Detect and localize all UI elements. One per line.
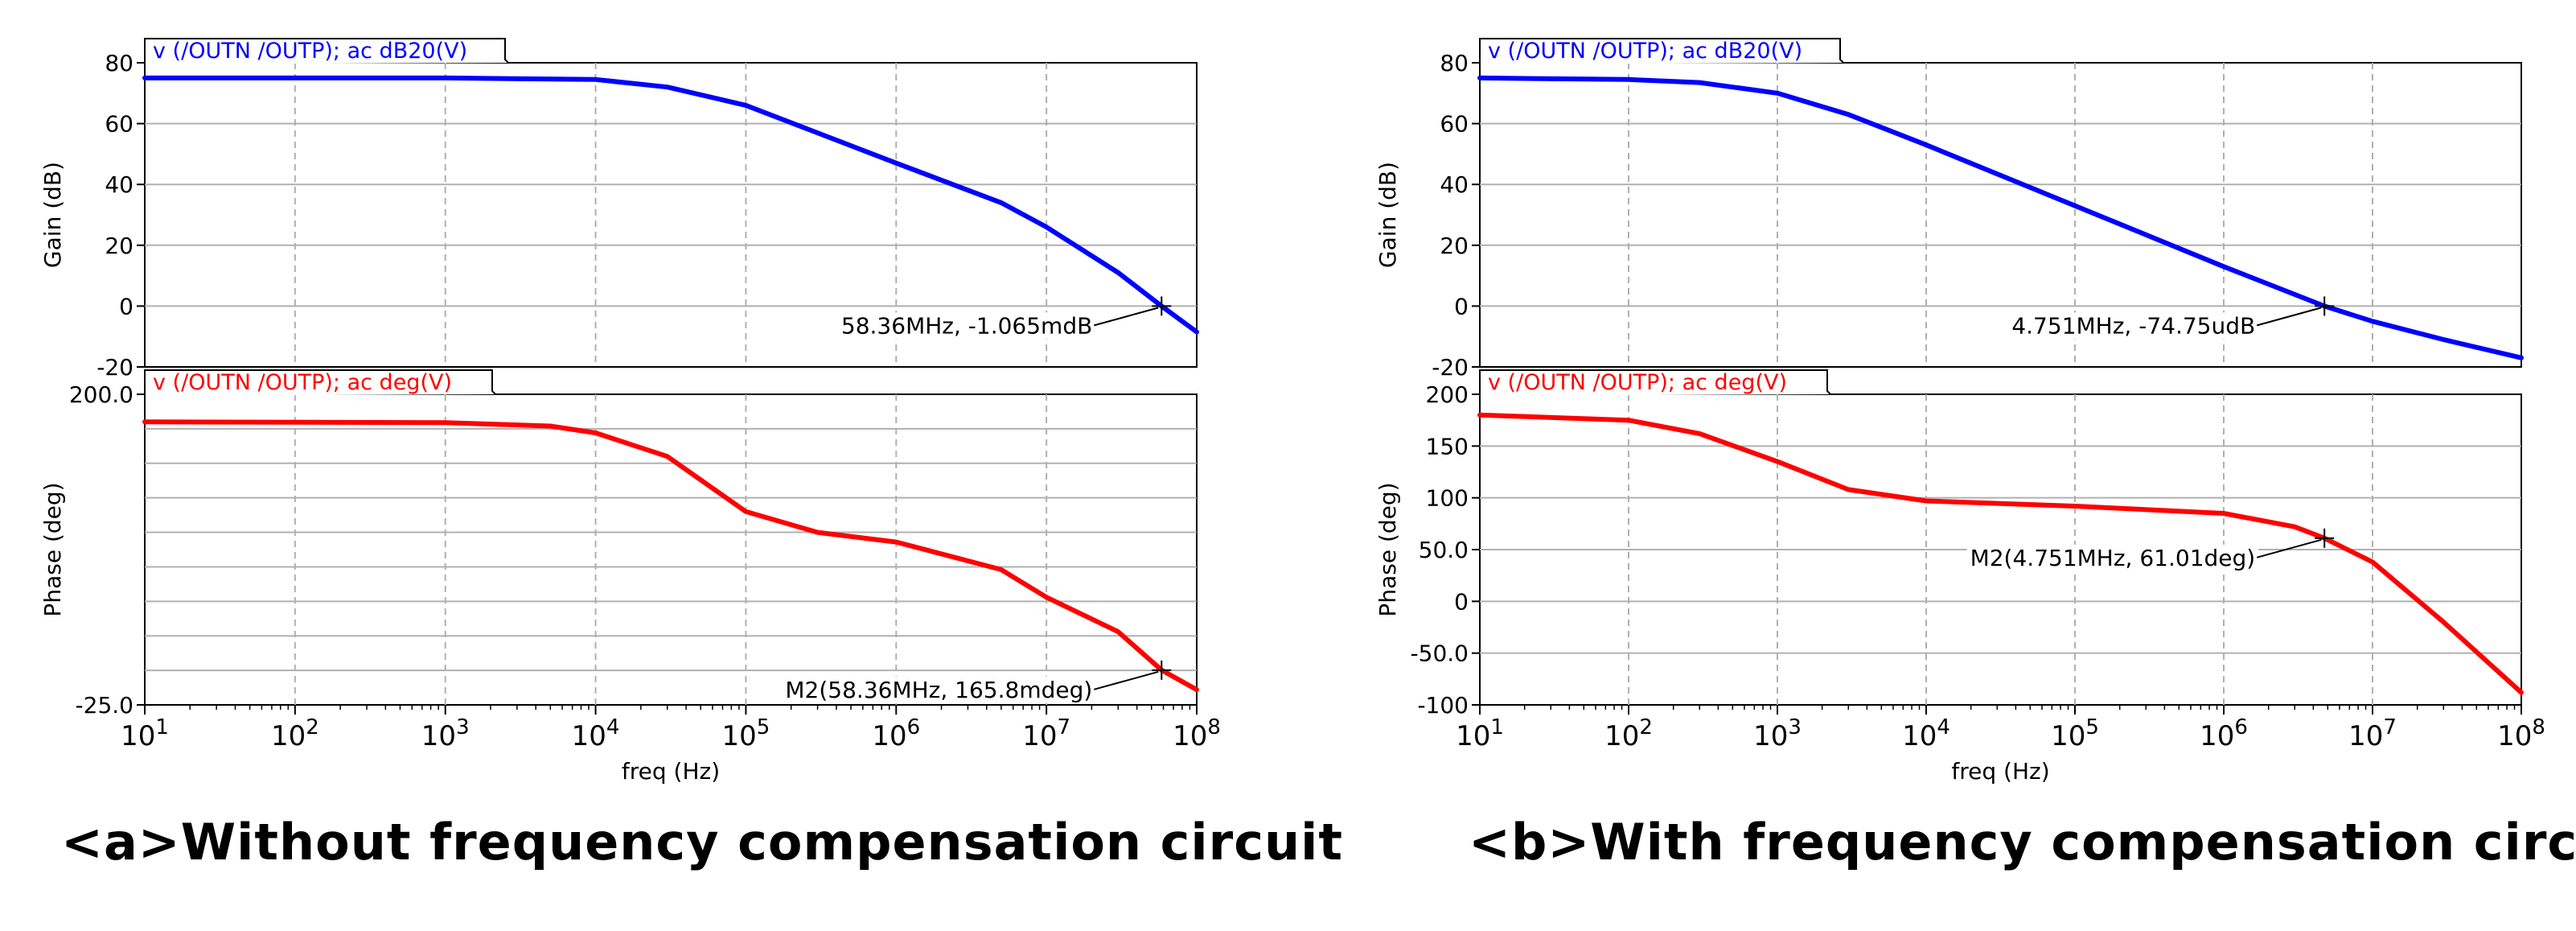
y-tick-label: 0: [1454, 293, 1469, 319]
y-tick-label: -50.0: [1411, 641, 1469, 667]
x-tick-label: 101: [1456, 715, 1504, 752]
x-tick-label: 108: [2497, 715, 2545, 752]
caption-b: <b>With frequency compensation circuit: [1469, 813, 2576, 871]
y-tick-label: 80: [105, 50, 134, 76]
plot-title: v (/OUTN /OUTP); ac dB20(V): [153, 39, 467, 64]
y-tick-label: 0: [119, 293, 134, 319]
y-tick-label: 20: [1440, 233, 1469, 259]
series-line: [1477, 412, 2524, 695]
marker-label: 58.36MHz, -1.065mdB: [841, 312, 1092, 339]
plot-frame: [144, 393, 1198, 706]
plot-title-tab: [144, 369, 496, 396]
marker-label: M2(58.36MHz, 165.8mdeg): [785, 677, 1092, 703]
x-tick-label: 104: [572, 715, 620, 752]
marker-label: M2(4.751MHz, 61.01deg): [1970, 545, 2256, 571]
y-tick-label: -100: [1417, 692, 1469, 719]
y-axis-label: Phase (deg): [39, 482, 66, 616]
x-tick-label: 102: [271, 715, 319, 752]
marker-label-bg: [2008, 312, 2259, 340]
y-tick-label: 200.0: [69, 381, 134, 408]
y-tick-label: 50.0: [1419, 537, 1469, 563]
y-axis-label: Gain (dB): [1374, 162, 1401, 268]
x-tick-label: 108: [1173, 715, 1221, 752]
marker-label-bg: [837, 312, 1096, 340]
plot-title: v (/OUTN /OUTP); ac deg(V): [1488, 370, 1787, 395]
x-axis-label: freq (Hz): [1951, 758, 2049, 785]
x-axis-label: freq (Hz): [622, 758, 720, 785]
plot-title-tab: [144, 38, 509, 64]
y-axis-label: Phase (deg): [1374, 482, 1401, 616]
x-tick-label: 105: [2051, 715, 2099, 752]
y-tick-label: 60: [105, 111, 134, 138]
y-tick-label: 0: [1454, 588, 1469, 615]
x-tick-label: 101: [121, 715, 169, 752]
x-tick-label: 103: [421, 715, 470, 752]
x-tick-label: 106: [872, 715, 920, 752]
y-tick-label: 80: [1440, 50, 1469, 76]
x-tick-label: 104: [1902, 715, 1950, 752]
marker-leader: [1094, 670, 1159, 690]
caption-a: <a>Without frequency compensation circui…: [61, 813, 1343, 871]
plot-title-tab: [1479, 369, 1831, 396]
x-tick-label: 107: [2348, 715, 2397, 752]
marker-leader: [2256, 307, 2322, 327]
x-tick-label: 103: [1753, 715, 1802, 752]
chart-a-phase: -25.0 200.0 Phase (deg) v (/OUTN /OUTP); ac…: [39, 369, 1199, 719]
chart-a-gain: -20 0 20 40 60 80 Gain (dB) v (/OUTN /OUTP); ac…: [39, 38, 1199, 381]
y-tick-label: 200: [1426, 381, 1469, 408]
x-tick-label: 105: [722, 715, 770, 752]
plot-title: v (/OUTN /OUTP); ac deg(V): [153, 370, 452, 395]
x-tick-label: 107: [1022, 715, 1070, 752]
series-line: [142, 75, 1199, 335]
marker-label-bg: [1966, 544, 2259, 571]
marker-leader: [2256, 538, 2322, 558]
x-axis-b: 101 102 103 104 105 106 107 108 freq (Hz): [1456, 705, 2545, 785]
x-axis-a: 101 102 103 104 105 106 107 108 freq (Hz): [121, 705, 1221, 785]
y-tick-label: 150: [1426, 433, 1469, 459]
marker-label: 4.751MHz, -74.75udB: [2011, 312, 2255, 339]
y-axis-label: Gain (dB): [39, 162, 66, 268]
y-tick-label: 100: [1426, 485, 1469, 512]
series-line: [142, 419, 1199, 693]
chart-b-phase: -100 -50.0 0 50.0 100 150 200 Phase (deg) v (/OU…: [1374, 369, 2524, 719]
plot-frame: [1479, 62, 2522, 368]
x-tick-label: 106: [2200, 715, 2248, 752]
marker-leader: [1094, 307, 1159, 327]
y-tick-label: 40: [1440, 171, 1469, 198]
marker-label-bg: [782, 676, 1096, 703]
series-line: [1477, 75, 2524, 360]
chart-b-gain: -20 0 20 40 60 80 Gain (dB) v (/OUTN /OUTP); ac…: [1374, 38, 2524, 381]
plot-title: v (/OUTN /OUTP); ac dB20(V): [1488, 39, 1802, 64]
x-tick-label: 102: [1604, 715, 1653, 752]
y-tick-label: -25.0: [76, 692, 134, 719]
plot-title-tab: [1479, 38, 1844, 64]
y-tick-label: -20: [97, 354, 134, 381]
y-tick-label: 40: [105, 171, 134, 198]
y-tick-label: 20: [105, 233, 134, 259]
y-tick-label: 60: [1440, 111, 1469, 138]
y-tick-label: -20: [1432, 354, 1469, 381]
